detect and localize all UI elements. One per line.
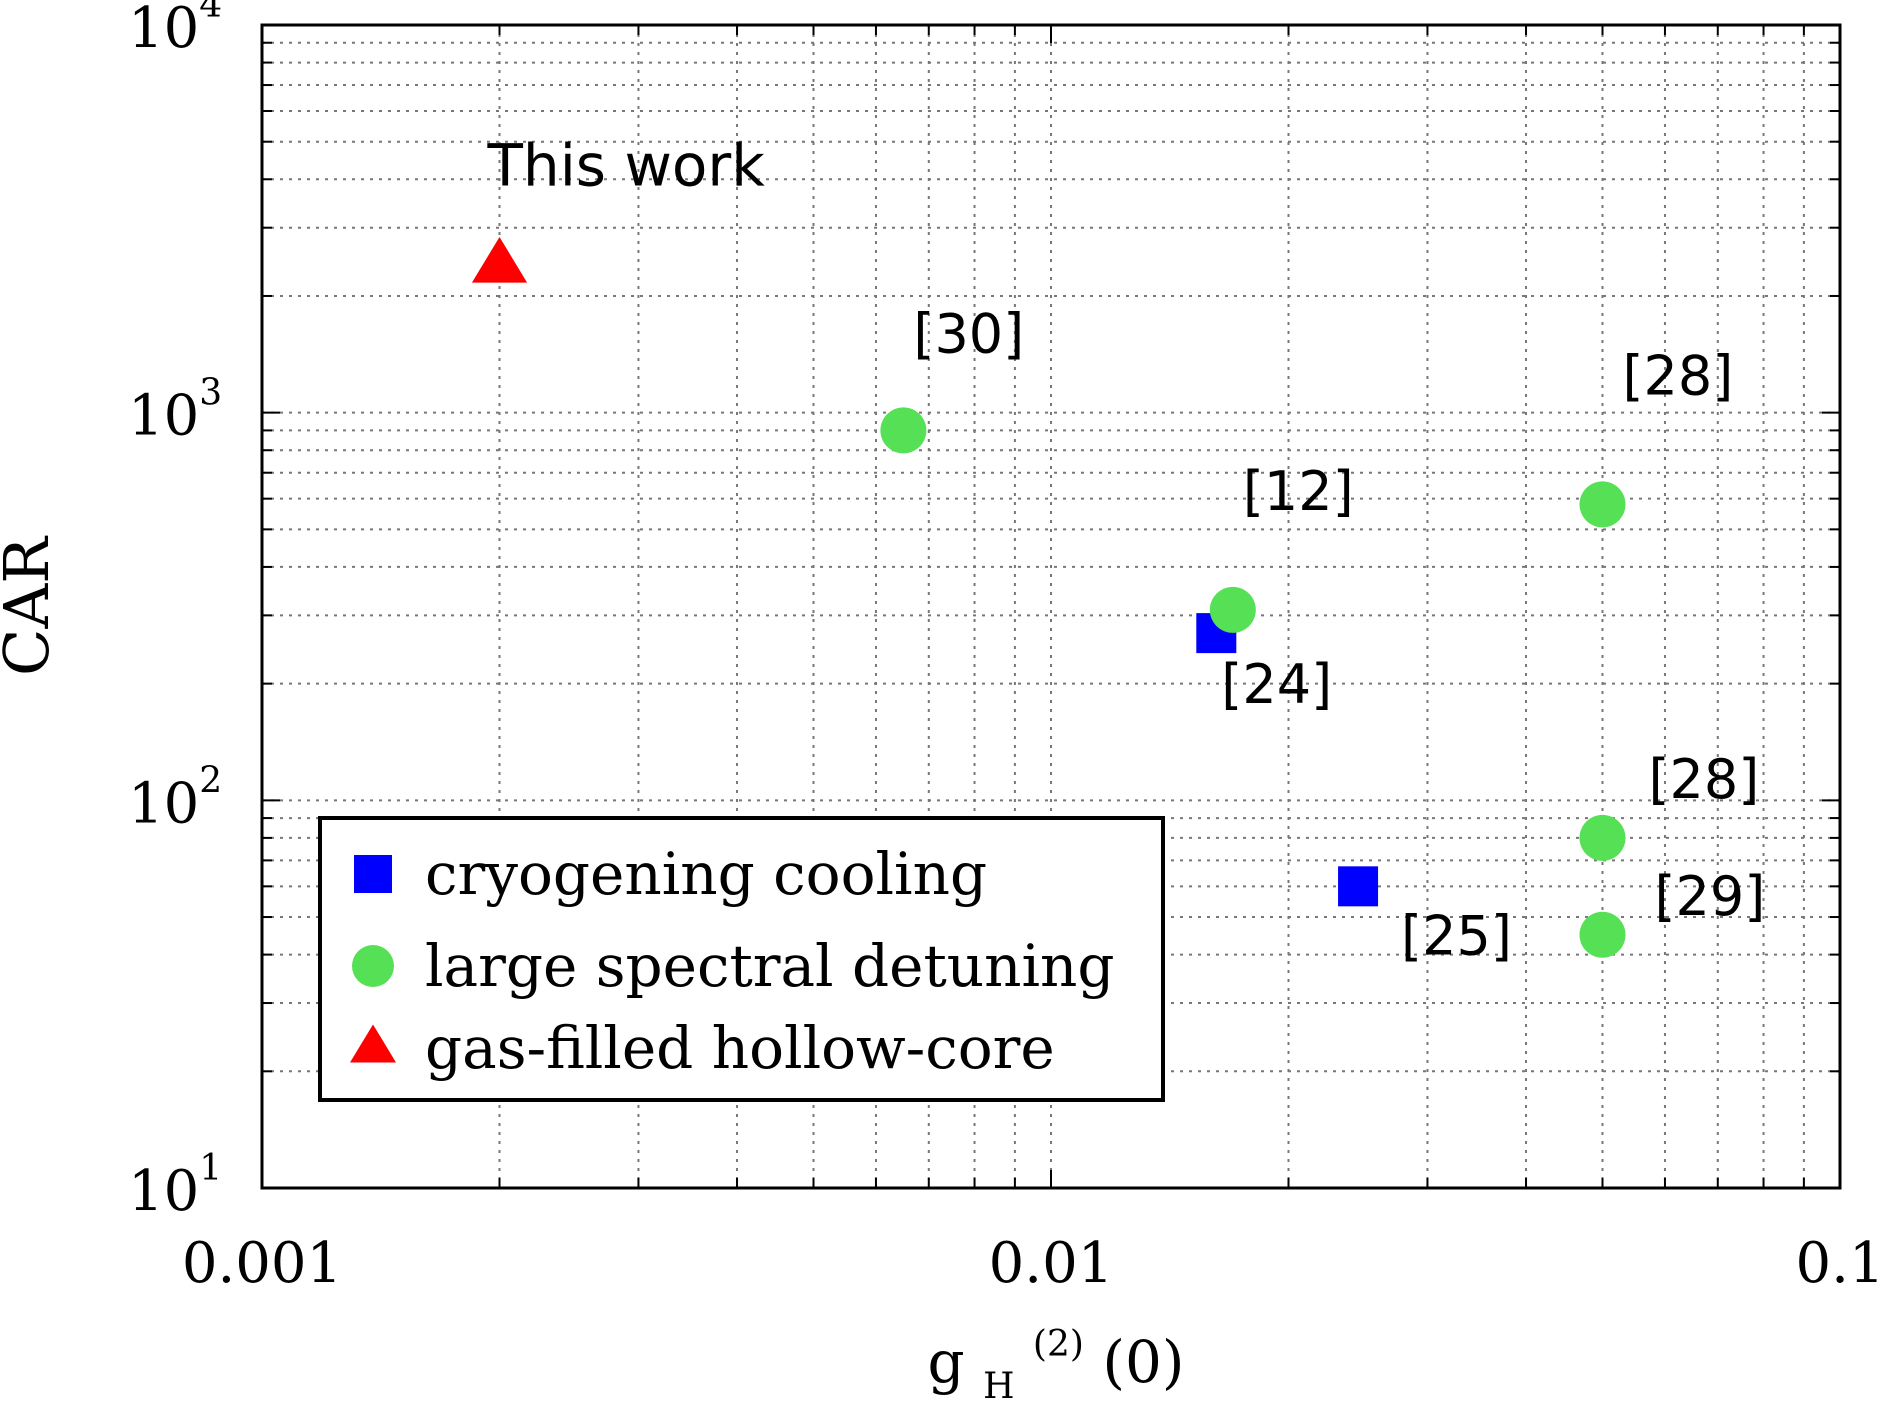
- point-labels: [24] [25] [30] [12] [28] [28] [29] This work: [487, 131, 1766, 967]
- x-axis-label-sup: (2): [1033, 1324, 1084, 1365]
- y-tick-exp: 1: [199, 1148, 222, 1189]
- circle-point: [880, 407, 927, 454]
- legend-label: gas-filled hollow-core: [425, 1014, 1055, 1082]
- x-axis-label: g H (2) (0): [927, 1302, 1184, 1405]
- y-tick-label: 103: [128, 373, 222, 449]
- square-point: [1338, 866, 1379, 907]
- point-label: This work: [487, 131, 766, 199]
- circle-point: [1579, 911, 1626, 958]
- legend-box: [318, 816, 1165, 1102]
- y-tick-label: 104: [128, 0, 222, 61]
- y-tick-label: 102: [128, 760, 222, 836]
- point-label: [28]: [1622, 344, 1733, 407]
- y-tick-label: 101: [128, 1148, 222, 1224]
- x-axis-label-base: g: [927, 1328, 964, 1396]
- y-tick-base: 10: [128, 771, 199, 836]
- y-axis-label: CAR: [0, 535, 63, 676]
- legend-triangle-icon: [350, 1024, 396, 1063]
- triangle-point: [471, 236, 528, 283]
- point-label: [12]: [1243, 460, 1354, 523]
- point-label: [29]: [1654, 865, 1765, 928]
- x-tick-label: 0.1: [1795, 1231, 1884, 1296]
- x-axis-label-tail: (0): [1102, 1328, 1184, 1396]
- legend: cryogening cooling large spectral detunin…: [318, 816, 1165, 1102]
- y-tick-exp: 4: [199, 0, 222, 26]
- point-label: [24]: [1221, 653, 1332, 716]
- legend-label: cryogening cooling: [425, 840, 987, 908]
- legend-circle-icon: [352, 945, 394, 987]
- x-axis-label-sub: H: [983, 1366, 1014, 1405]
- point-label: [28]: [1648, 748, 1759, 811]
- point-label: [30]: [913, 302, 1024, 365]
- y-tick-base: 10: [128, 0, 199, 61]
- grid: [262, 25, 1840, 1188]
- circle-point: [1579, 481, 1626, 528]
- x-tick-label: 0.001: [182, 1231, 342, 1296]
- y-tick-base: 10: [128, 1159, 199, 1224]
- point-label: [25]: [1401, 904, 1512, 967]
- circle-point: [1579, 814, 1626, 861]
- y-tick-exp: 3: [199, 373, 222, 414]
- x-tick-label: 0.01: [989, 1231, 1114, 1296]
- y-tick-exp: 2: [199, 760, 222, 801]
- circle-point: [1209, 586, 1256, 633]
- data-points: [471, 236, 1626, 958]
- legend-square-icon: [354, 855, 392, 893]
- legend-label: large spectral detuning: [425, 932, 1115, 1000]
- y-tick-base: 10: [128, 384, 199, 449]
